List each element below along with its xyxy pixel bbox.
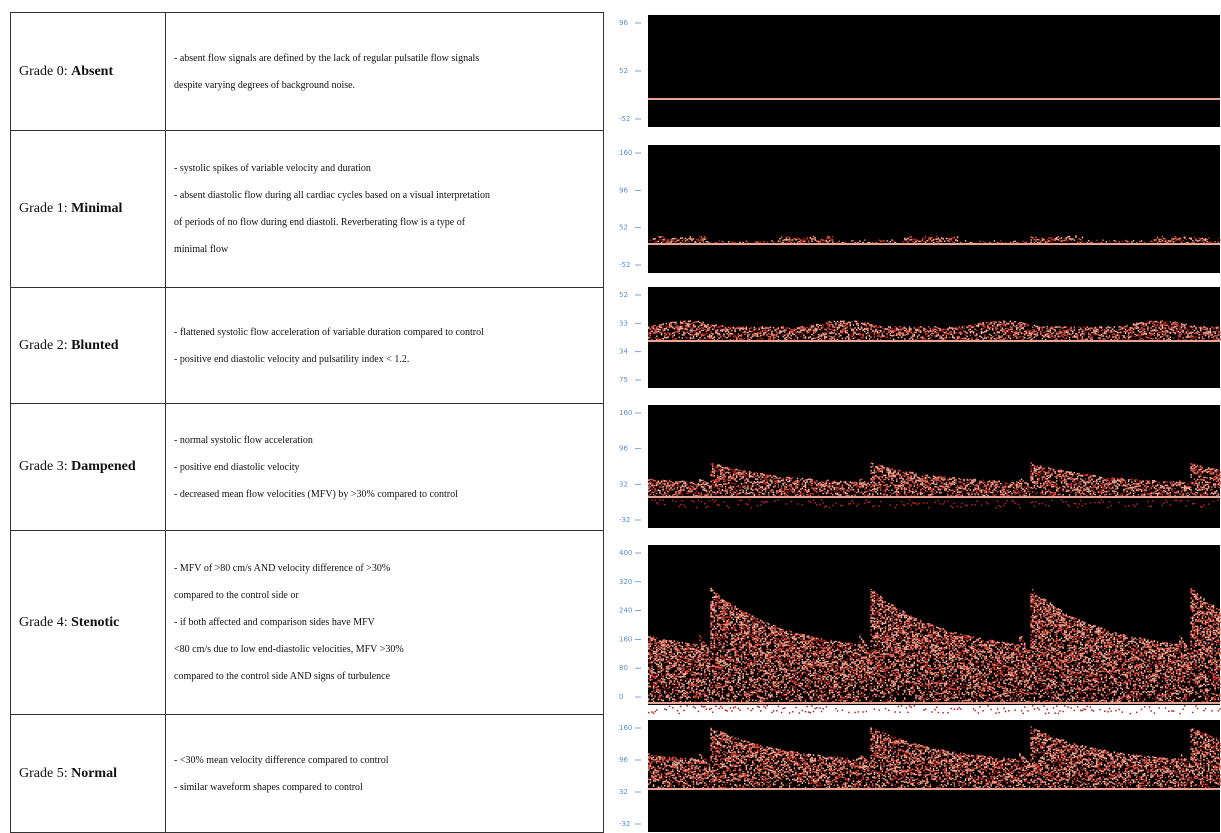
axis-tick-label: 96 bbox=[619, 756, 628, 764]
axis-tick-label: -32 bbox=[619, 516, 630, 524]
waveform-panel bbox=[648, 145, 1220, 273]
description-line: - absent flow signals are defined by the… bbox=[174, 45, 595, 72]
grade-label: Grade 0: bbox=[19, 64, 68, 79]
grade-row: Grade 5: Normal - <30% mean velocity diff… bbox=[11, 715, 604, 833]
axis-tick-label: -32 bbox=[619, 820, 630, 828]
waveform-panel bbox=[648, 15, 1220, 127]
axis-tick-label: 52 bbox=[619, 67, 628, 75]
description-cell: - normal systolic flow acceleration- pos… bbox=[166, 404, 604, 531]
axis-tick-label: 96 bbox=[619, 19, 628, 27]
description-line: - decreased mean flow velocities (MFV) b… bbox=[174, 481, 595, 508]
grade-name: Stenotic bbox=[71, 615, 119, 630]
description-line: despite varying degrees of background no… bbox=[174, 72, 595, 99]
grade-cell: Grade 1: Minimal bbox=[11, 131, 166, 288]
axis-tick-label: 33 bbox=[619, 319, 628, 327]
description-line: compared to the control side or bbox=[174, 582, 595, 609]
description-line: - absent diastolic flow during all cardi… bbox=[174, 182, 595, 209]
axis-tick-label: -52 bbox=[619, 115, 630, 123]
axis-tick-label: 160 bbox=[619, 409, 632, 417]
description-line: <80 cm/s due to low end-diastolic veloci… bbox=[174, 636, 595, 663]
description-line: of periods of no flow during end diastol… bbox=[174, 209, 595, 236]
axis-tick-label: 75 bbox=[619, 376, 628, 384]
description-cell: - <30% mean velocity difference compared… bbox=[166, 715, 604, 833]
description-line: - flattened systolic flow acceleration o… bbox=[174, 319, 595, 346]
axis-tick-label: 240 bbox=[619, 607, 632, 615]
grade-row: Grade 3: Dampened- normal systolic flow … bbox=[11, 404, 604, 531]
description-line: - <30% mean velocity difference compared… bbox=[174, 747, 595, 774]
description-cell: - systolic spikes of variable velocity a… bbox=[166, 131, 604, 288]
description-line: - normal systolic flow acceleration bbox=[174, 427, 595, 454]
axis-tick-label: 320 bbox=[619, 578, 632, 586]
description-cell: - absent flow signals are defined by the… bbox=[166, 13, 604, 131]
grade-name: Normal bbox=[71, 766, 117, 781]
grade-row: Grade 1: Minimal - systolic spikes of var… bbox=[11, 131, 604, 288]
grade-label: Grade 4: bbox=[19, 615, 68, 630]
grade-cell: Grade 5: Normal bbox=[11, 715, 166, 833]
axis-tick-label: 96 bbox=[619, 186, 628, 194]
description-line: compared to the control side AND signs o… bbox=[174, 663, 595, 690]
axis-tick-label: 160 bbox=[619, 635, 632, 643]
waveform-panel bbox=[648, 405, 1220, 528]
grade-label: Grade 1: bbox=[19, 201, 68, 216]
description-line: - systolic spikes of variable velocity a… bbox=[174, 155, 595, 182]
axis-tick-label: 96 bbox=[619, 445, 628, 453]
axis-tick-label: 32 bbox=[619, 480, 628, 488]
grade-label: Grade 5: bbox=[19, 766, 68, 781]
page: Grade 0: Absent - absent flow signals are… bbox=[0, 0, 1221, 832]
description-cell: - flattened systolic flow acceleration o… bbox=[166, 288, 604, 404]
description-line: - if both affected and comparison sides … bbox=[174, 609, 595, 636]
axis-tick-label: 80 bbox=[619, 664, 628, 672]
grade-row: Grade 0: Absent - absent flow signals are… bbox=[11, 13, 604, 131]
grade-name: Minimal bbox=[71, 201, 122, 216]
description-line: - similar waveform shapes compared to co… bbox=[174, 774, 595, 801]
grade-label: Grade 3: bbox=[19, 459, 68, 474]
description-line: - positive end diastolic velocity and pu… bbox=[174, 346, 595, 373]
waveforms: 96 52 -52 160 96 52 -52 52 33 34 75 160 96 32 -32 400 32… bbox=[605, 0, 1221, 832]
grade-cell: Grade 2: Blunted bbox=[11, 288, 166, 404]
description-line: - MFV of >80 cm/s AND velocity differenc… bbox=[174, 555, 595, 582]
axis-tick-label: -52 bbox=[619, 261, 630, 269]
axis-tick-label: 160 bbox=[619, 724, 632, 732]
grade-name: Blunted bbox=[71, 338, 118, 353]
axis-tick-label: 160 bbox=[619, 149, 632, 157]
axis-tick-label: 0 bbox=[619, 693, 623, 701]
axis-tick-label: 34 bbox=[619, 348, 628, 356]
grade-label: Grade 2: bbox=[19, 338, 68, 353]
grade-name: Absent bbox=[71, 64, 113, 79]
description-cell: - MFV of >80 cm/s AND velocity differenc… bbox=[166, 531, 604, 715]
grade-cell: Grade 3: Dampened bbox=[11, 404, 166, 531]
grade-row: Grade 4: Stenotic - MFV of >80 cm/s AND v… bbox=[11, 531, 604, 715]
description-line: - positive end diastolic velocity bbox=[174, 454, 595, 481]
axis-tick-label: 32 bbox=[619, 788, 628, 796]
grade-name: Dampened bbox=[71, 459, 136, 474]
grade-row: Grade 2: Blunted - flattened systolic flo… bbox=[11, 288, 604, 404]
grade-table: Grade 0: Absent - absent flow signals are… bbox=[10, 12, 604, 833]
grade-cell: Grade 0: Absent bbox=[11, 13, 166, 131]
description-line: minimal flow bbox=[174, 236, 595, 263]
waveform-panel bbox=[648, 287, 1220, 388]
axis-tick-label: 52 bbox=[619, 291, 628, 299]
axis-tick-label: 400 bbox=[619, 549, 632, 557]
axis-tick-label: 52 bbox=[619, 224, 628, 232]
grade-cell: Grade 4: Stenotic bbox=[11, 531, 166, 715]
